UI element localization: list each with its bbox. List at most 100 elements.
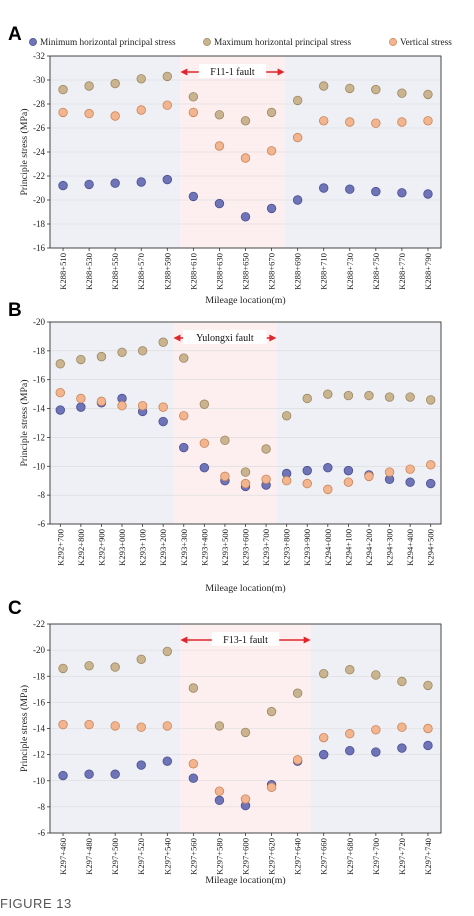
y-tick-label: -16: [33, 375, 45, 385]
data-point-vert: [96, 396, 107, 407]
fault-arrow-head-right: [303, 636, 311, 644]
x-tick-label: K288+650: [241, 253, 251, 290]
x-tick-label: K288+730: [345, 253, 355, 290]
data-point-vert: [199, 438, 210, 448]
x-tick-label: K297+680: [345, 838, 355, 875]
figure-caption: FIGURE 13: [0, 896, 72, 911]
x-tick-label: K293+200: [158, 529, 168, 566]
x-axis-title: Mileage location(m): [205, 583, 285, 594]
x-tick-label: K293+600: [241, 529, 251, 566]
data-point-max: [397, 676, 407, 687]
x-tick-label: K294+500: [426, 529, 436, 566]
data-point-max: [345, 83, 355, 94]
x-tick-label: K288+750: [371, 253, 381, 290]
x-tick-label: K288+510: [58, 253, 68, 290]
data-point-vert: [76, 393, 86, 404]
data-point-max: [158, 337, 168, 347]
x-tick-label: K288+710: [319, 253, 329, 290]
data-point-min: [58, 770, 68, 781]
data-point-vert: [345, 117, 355, 127]
x-tick-label: K297+460: [58, 838, 68, 875]
data-point-vert: [240, 153, 251, 163]
data-point-min: [319, 183, 329, 193]
data-point-vert: [261, 474, 271, 484]
data-point-vert: [158, 402, 168, 412]
y-tick-label: -32: [33, 51, 45, 61]
data-point-max: [240, 116, 251, 126]
data-point-vert: [84, 719, 94, 730]
data-point-min: [136, 177, 146, 187]
x-tick-label: K297+520: [136, 838, 146, 875]
data-point-min: [266, 203, 277, 214]
data-point-min: [136, 760, 146, 770]
data-point-vert: [292, 132, 303, 143]
y-tick-label: -8: [38, 802, 46, 812]
x-tick-label: K292+800: [76, 529, 86, 566]
data-point-vert: [240, 478, 251, 489]
data-point-vert: [179, 411, 189, 421]
data-point-max: [405, 392, 415, 402]
y-tick-label: -6: [38, 828, 46, 838]
data-point-vert: [110, 721, 120, 731]
y-tick-label: -18: [33, 671, 45, 681]
data-point-max: [345, 665, 355, 675]
data-point-vert: [214, 786, 225, 796]
data-point-min: [179, 442, 189, 453]
y-tick-label: -16: [33, 243, 45, 253]
legend-label-min: Minimum horizontal principal stress: [40, 38, 176, 48]
data-point-max: [214, 110, 225, 120]
x-tick-label: K294+100: [343, 529, 353, 566]
data-point-vert: [55, 388, 65, 398]
data-point-max: [84, 661, 94, 671]
data-point-min: [110, 178, 120, 188]
data-point-vert: [220, 471, 230, 482]
fault-arrow-head-left: [180, 636, 188, 644]
x-tick-label: K294+400: [405, 529, 415, 566]
data-point-max: [55, 359, 65, 369]
data-point-vert: [240, 794, 251, 804]
data-point-min: [188, 191, 199, 202]
fault-label: Yulongxi fault: [196, 333, 254, 344]
data-point-max: [110, 662, 120, 672]
x-tick-label: K293+400: [199, 529, 209, 566]
x-tick-label: K297+720: [397, 838, 407, 875]
zone-right-background: [276, 322, 441, 524]
data-point-vert: [302, 478, 312, 489]
x-tick-label: K288+690: [293, 253, 303, 290]
data-point-min: [405, 477, 415, 487]
data-point-vert: [58, 107, 68, 118]
data-point-min: [345, 746, 355, 756]
data-point-max: [292, 95, 303, 106]
data-point-max: [302, 393, 312, 404]
panel-b: -6 -8 -10 -12 -14 -16 -18 -20 K292+700 K292+800 K2…: [8, 300, 442, 594]
data-point-vert: [423, 723, 433, 734]
x-tick-label: K288+530: [84, 253, 94, 290]
panel-label: B: [8, 300, 22, 321]
data-point-vert: [426, 460, 436, 470]
data-point-vert: [345, 729, 355, 739]
fault-arrow-head-left: [173, 334, 181, 342]
data-point-min: [323, 463, 333, 473]
x-tick-label: K293+300: [179, 529, 189, 566]
data-point-vert: [110, 111, 120, 121]
data-point-max: [371, 670, 381, 680]
data-point-max: [261, 444, 271, 454]
y-tick-label: -24: [33, 147, 45, 157]
fault-arrow-head-right: [277, 68, 285, 76]
data-point-min: [371, 186, 381, 197]
data-point-max: [117, 347, 127, 358]
x-axis-title: Mileage location(m): [205, 295, 285, 306]
x-tick-label: K293+000: [117, 529, 127, 566]
data-point-max: [240, 727, 251, 738]
data-point-min: [371, 747, 381, 757]
data-point-max: [397, 88, 407, 98]
data-point-min: [110, 769, 120, 779]
x-tick-label: K288+550: [110, 253, 120, 290]
y-tick-label: -20: [33, 645, 45, 655]
data-point-vert: [371, 725, 381, 735]
fault-label-background: [198, 64, 267, 78]
data-point-vert: [136, 105, 146, 115]
x-tick-label: K293+500: [220, 529, 230, 566]
data-point-min: [188, 773, 199, 783]
y-tick-label: -22: [33, 619, 45, 629]
